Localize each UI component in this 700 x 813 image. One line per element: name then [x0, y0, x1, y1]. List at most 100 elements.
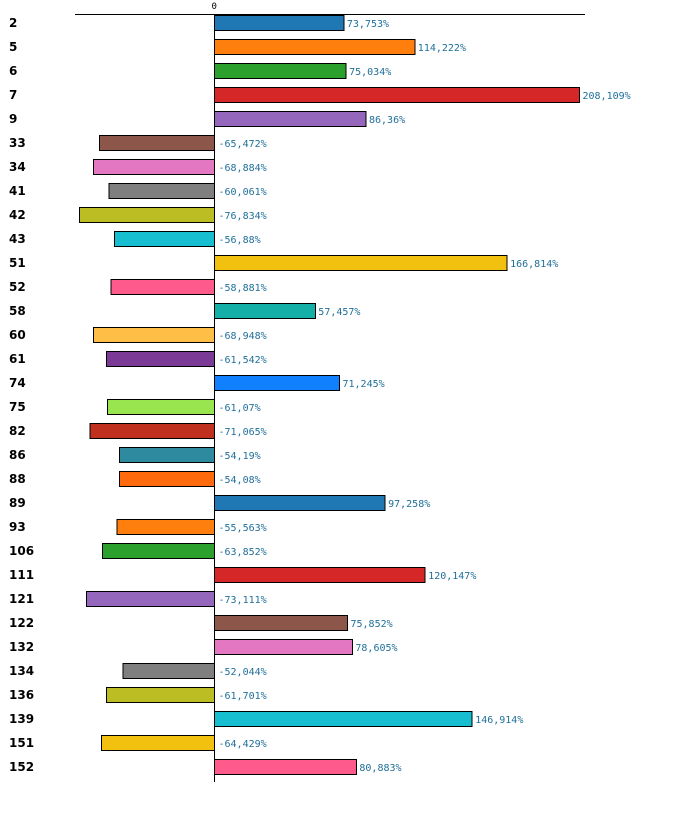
category-label-5: 5 — [9, 40, 17, 54]
value-label-139: 146,914% — [475, 715, 523, 726]
bars-layer — [79, 15, 580, 775]
category-label-60: 60 — [9, 328, 26, 342]
bar-2 — [214, 15, 345, 31]
bar-152 — [214, 759, 357, 775]
bar-122 — [214, 615, 348, 631]
value-label-121: -73,111% — [219, 595, 267, 606]
bar-139 — [214, 711, 473, 727]
category-label-34: 34 — [9, 160, 26, 174]
category-label-82: 82 — [9, 424, 26, 438]
category-label-74: 74 — [9, 376, 26, 390]
bar-134 — [122, 663, 215, 679]
value-label-60: -68,948% — [219, 331, 267, 342]
category-label-2: 2 — [9, 16, 17, 30]
bar-93 — [116, 519, 215, 535]
category-label-121: 121 — [9, 592, 34, 606]
category-label-88: 88 — [9, 472, 26, 486]
value-label-58: 57,457% — [318, 307, 360, 318]
category-label-86: 86 — [9, 448, 26, 462]
bar-6 — [214, 63, 347, 79]
value-label-34: -68,884% — [219, 163, 267, 174]
value-label-88: -54,08% — [219, 475, 261, 486]
category-label-41: 41 — [9, 184, 26, 198]
category-label-93: 93 — [9, 520, 26, 534]
category-label-7: 7 — [9, 88, 17, 102]
value-label-93: -55,563% — [219, 523, 267, 534]
labels-layer: 2 73,753% 5 114,222% 6 75,034% 7 208,109% 9 86,36… — [9, 16, 631, 774]
value-label-43: -56,88% — [219, 235, 261, 246]
bar-151 — [101, 735, 215, 751]
category-label-51: 51 — [9, 256, 26, 270]
bar-74 — [214, 375, 340, 391]
value-label-33: -65,472% — [219, 139, 267, 150]
value-label-6: 75,034% — [349, 67, 391, 78]
category-label-61: 61 — [9, 352, 26, 366]
bar-58 — [214, 303, 316, 319]
category-label-152: 152 — [9, 760, 34, 774]
value-label-151: -64,429% — [219, 739, 267, 750]
bar-121 — [85, 591, 215, 607]
value-label-5: 114,222% — [418, 43, 466, 54]
category-label-58: 58 — [9, 304, 26, 318]
value-label-86: -54,19% — [219, 451, 261, 462]
bar-88 — [119, 471, 215, 487]
value-label-61: -61,542% — [219, 355, 267, 366]
value-label-106: -63,852% — [219, 547, 267, 558]
bar-89 — [214, 495, 386, 511]
value-label-42: -76,834% — [219, 211, 267, 222]
value-label-111: 120,147% — [428, 571, 476, 582]
bar-52 — [110, 279, 215, 295]
value-label-74: 71,245% — [343, 379, 385, 390]
bar-5 — [214, 39, 416, 55]
bar-34 — [93, 159, 215, 175]
value-label-75: -61,07% — [219, 403, 261, 414]
bar-42 — [79, 207, 215, 223]
bar-111 — [214, 567, 426, 583]
category-label-9: 9 — [9, 112, 17, 126]
category-label-6: 6 — [9, 64, 17, 78]
bar-60 — [93, 327, 215, 343]
category-label-42: 42 — [9, 208, 26, 222]
bar-86 — [119, 447, 215, 463]
value-label-41: -60,061% — [219, 187, 267, 198]
bar-106 — [102, 543, 215, 559]
category-label-136: 136 — [9, 688, 34, 702]
value-label-132: 78,605% — [355, 643, 397, 654]
value-label-9: 86,36% — [369, 115, 405, 126]
zero-tick-label: 0 — [212, 2, 217, 12]
value-label-89: 97,258% — [388, 499, 430, 510]
value-label-134: -52,044% — [219, 667, 267, 678]
bar-43 — [114, 231, 215, 247]
category-label-33: 33 — [9, 136, 26, 150]
category-label-134: 134 — [9, 664, 34, 678]
value-label-122: 75,852% — [351, 619, 393, 630]
value-label-82: -71,065% — [219, 427, 267, 438]
category-label-132: 132 — [9, 640, 34, 654]
bar-33 — [99, 135, 215, 151]
value-label-52: -58,881% — [219, 283, 267, 294]
bar-51 — [214, 255, 508, 271]
category-label-43: 43 — [9, 232, 26, 246]
value-label-2: 73,753% — [347, 19, 389, 30]
value-label-152: 80,883% — [359, 763, 401, 774]
bar-132 — [214, 639, 353, 655]
bar-41 — [108, 183, 215, 199]
value-label-136: -61,701% — [219, 691, 267, 702]
bar-75 — [106, 399, 215, 415]
value-label-7: 208,109% — [583, 91, 631, 102]
bar-7 — [214, 87, 580, 103]
category-label-106: 106 — [9, 544, 34, 558]
category-label-139: 139 — [9, 712, 34, 726]
bar-9 — [214, 111, 367, 127]
bar-61 — [106, 351, 215, 367]
category-label-111: 111 — [9, 568, 34, 582]
bar-82 — [89, 423, 215, 439]
category-label-89: 89 — [9, 496, 26, 510]
value-label-51: 166,814% — [510, 259, 558, 270]
category-label-122: 122 — [9, 616, 34, 630]
category-label-52: 52 — [9, 280, 26, 294]
bar-136 — [105, 687, 215, 703]
category-label-151: 151 — [9, 736, 34, 750]
category-label-75: 75 — [9, 400, 26, 414]
